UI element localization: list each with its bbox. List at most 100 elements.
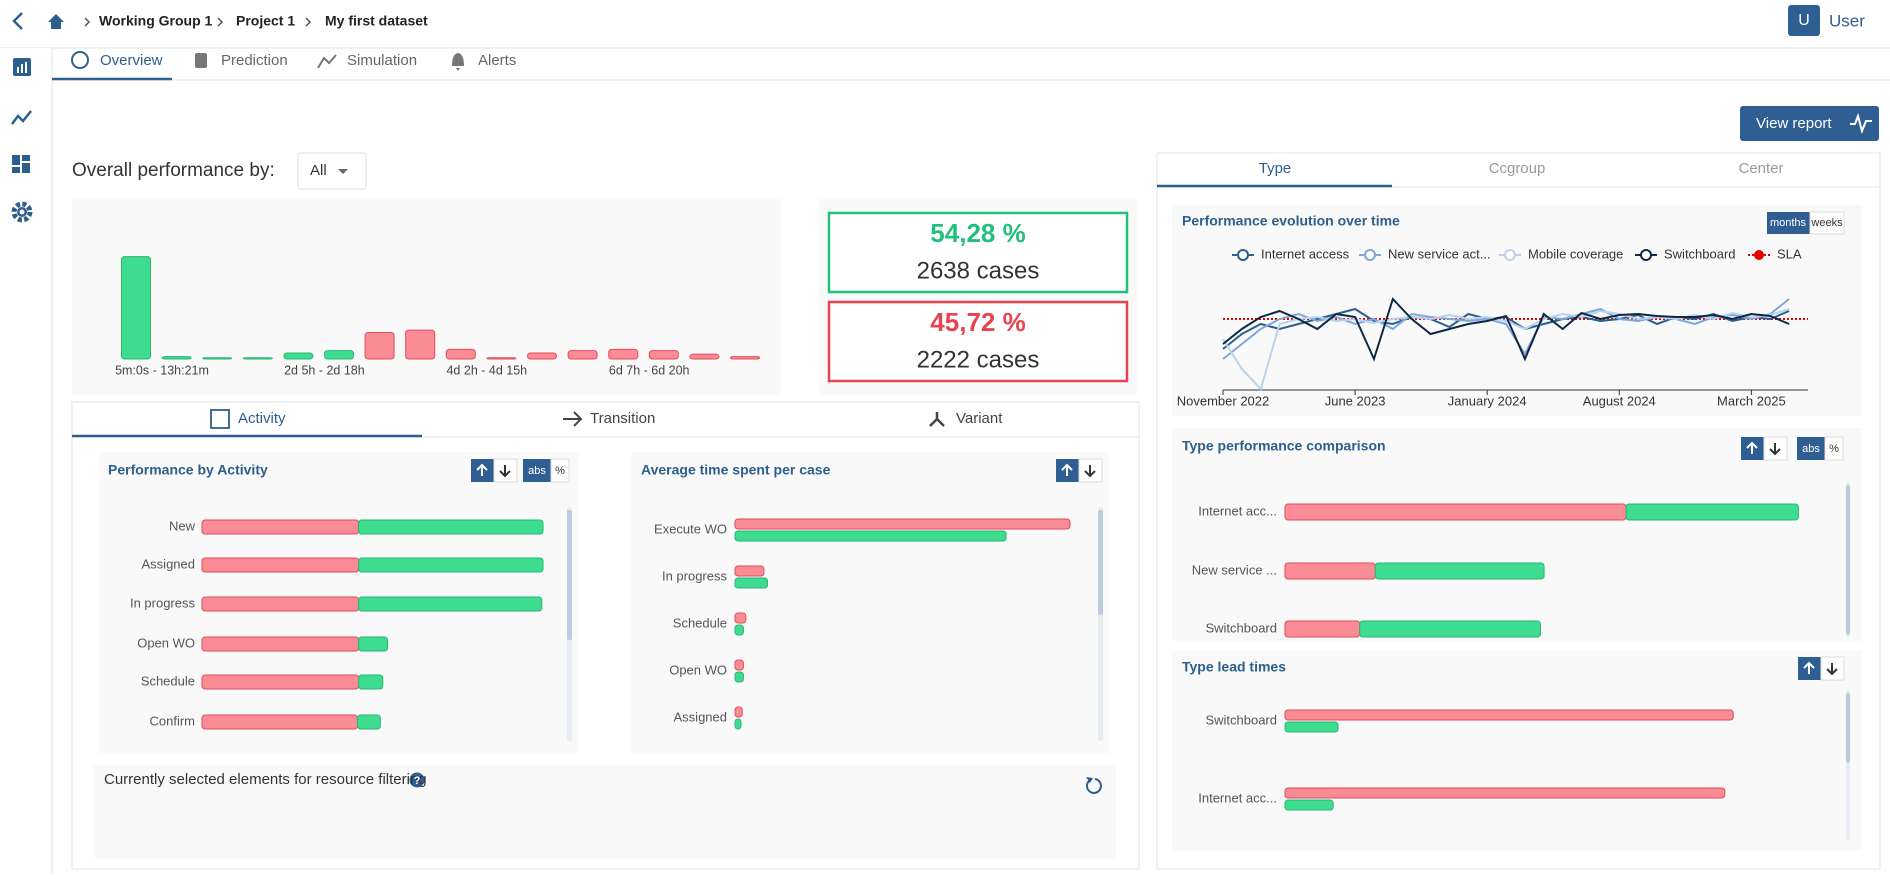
icon-part (21, 64, 23, 73)
back-button[interactable] (12, 12, 23, 30)
category-label: Assigned (674, 709, 727, 724)
detail-tab[interactable]: Activity (238, 410, 286, 427)
bar (201, 596, 360, 612)
bar (734, 565, 765, 577)
select-box[interactable] (297, 152, 367, 190)
bar (358, 636, 389, 652)
breadcrumb-separator (305, 17, 312, 27)
right-tab[interactable]: Ccgroup (1489, 160, 1546, 177)
right-tab[interactable]: Type (1259, 160, 1292, 177)
abs-button[interactable] (523, 459, 551, 482)
bar (1284, 562, 1376, 580)
kpi-box (827, 300, 1129, 383)
trend-icon[interactable] (11, 110, 32, 125)
breadcrumb-item[interactable]: Project 1 (236, 13, 295, 29)
alerts-icon (452, 53, 464, 71)
sort-toggle (1056, 458, 1103, 483)
arrow (1803, 661, 1815, 674)
bar (1284, 787, 1726, 799)
detail-tab[interactable]: Transition (590, 410, 655, 427)
category-label: Open WO (137, 635, 195, 650)
scrollbar-thumb (1846, 693, 1850, 763)
view-report-button[interactable] (1740, 106, 1879, 141)
right-tab[interactable]: Center (1738, 160, 1783, 177)
arrow (499, 465, 511, 478)
bar (358, 557, 544, 573)
abs-button[interactable] (1797, 437, 1825, 460)
simulation-icon (317, 54, 337, 69)
refresh-icon[interactable] (1086, 778, 1102, 794)
breadcrumb-separator (217, 17, 224, 27)
histogram-bar (364, 331, 395, 360)
category-label: Internet acc... (1198, 503, 1277, 518)
bar (358, 519, 544, 535)
x-tick-label: March 2025 (1717, 393, 1786, 408)
months-button[interactable] (1767, 212, 1810, 234)
pct-button[interactable] (550, 458, 570, 483)
histogram-bar (648, 350, 679, 360)
kpi-percent: 54,28 % (930, 218, 1025, 248)
category-label: Switchboard (1205, 712, 1277, 727)
category-label: Schedule (673, 615, 727, 630)
histogram-bar (405, 329, 436, 360)
transition-icon (563, 411, 583, 427)
category-label: In progress (130, 595, 196, 610)
legend-marker (1754, 250, 1764, 260)
x-tick-label: November 2022 (1177, 393, 1270, 408)
bar (1625, 503, 1799, 521)
help-icon[interactable] (409, 772, 425, 788)
arrow (1084, 465, 1096, 478)
top-bar (0, 0, 1890, 48)
category-label: New service ... (1192, 562, 1277, 577)
bar (734, 518, 1071, 530)
bar (1284, 721, 1339, 733)
histogram-bar (283, 352, 314, 360)
tab[interactable]: Alerts (478, 52, 516, 69)
histogram-bar (567, 350, 598, 360)
select-value[interactable]: All (310, 162, 327, 179)
pct-button[interactable] (1824, 436, 1844, 461)
settings-icon[interactable] (11, 201, 33, 223)
detail-tab[interactable]: Variant (956, 410, 1003, 427)
bar (734, 718, 742, 730)
chart-title: Type performance comparison (1182, 438, 1386, 454)
kpi-box (827, 211, 1129, 294)
kpi-cases: 2222 cases (917, 346, 1040, 373)
histogram-label: 5m:0s - 13h:21m (115, 363, 209, 377)
tab[interactable]: Overview (100, 52, 163, 69)
histogram-bar (121, 256, 151, 360)
layout-icon[interactable] (12, 155, 20, 165)
user-avatar[interactable] (1788, 5, 1820, 36)
breadcrumb-item[interactable]: Working Group 1 (99, 13, 213, 29)
bar (734, 624, 744, 636)
lead-card (1172, 651, 1862, 850)
chart-title: Average time spent per case (641, 462, 831, 478)
histogram-label: 4d 2h - 4d 15h (446, 363, 527, 377)
home-icon[interactable] (48, 14, 64, 29)
abs-label: abs (1802, 443, 1820, 455)
sort-toggle (1741, 436, 1844, 461)
category-label: Switchboard (1205, 620, 1277, 635)
breadcrumb-item[interactable]: My first dataset (325, 13, 428, 29)
sidebar-icons (11, 58, 33, 223)
weeks-button[interactable] (1809, 211, 1845, 235)
series-line (1222, 308, 1790, 391)
icon-part (12, 167, 20, 173)
overview-icon (71, 51, 89, 69)
arrow (1061, 463, 1073, 476)
abs-label: abs (528, 465, 546, 477)
activity-icon (210, 409, 230, 429)
tab[interactable]: Simulation (347, 52, 417, 69)
histogram-label: 2d 5h - 2d 18h (284, 363, 365, 377)
histogram-bar (527, 352, 557, 360)
histogram-bar (689, 353, 720, 360)
variant-icon (929, 412, 945, 427)
tab[interactable]: Prediction (221, 52, 288, 69)
category-label: Execute WO (654, 521, 727, 536)
x-tick-label: June 2023 (1325, 393, 1386, 408)
user-name[interactable]: User (1829, 11, 1865, 30)
sort-toggle (471, 458, 570, 483)
comparison-card (1172, 428, 1862, 641)
